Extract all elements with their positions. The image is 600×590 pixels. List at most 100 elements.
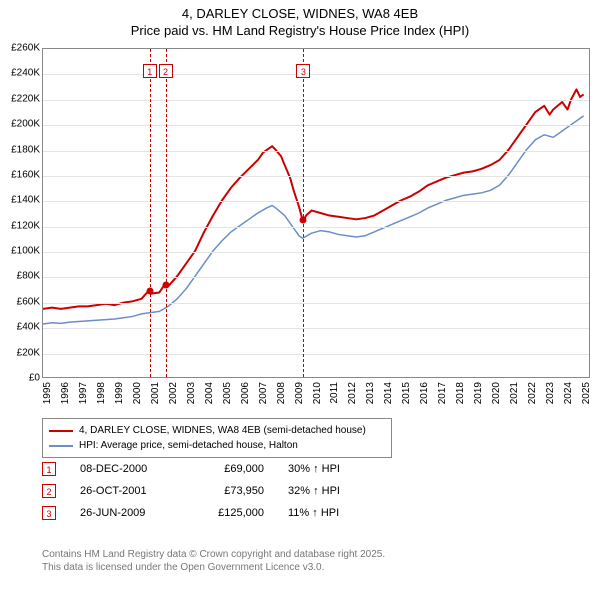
x-tick-label: 2002 <box>168 382 179 404</box>
x-tick-label: 2007 <box>258 382 269 404</box>
sales-table: 1 08-DEC-2000 £69,000 30% ↑ HPI 2 26-OCT… <box>42 462 378 528</box>
gridline-h <box>43 100 589 101</box>
gridline-h <box>43 176 589 177</box>
x-tick-label: 2006 <box>240 382 251 404</box>
series-line-hpi <box>43 116 584 324</box>
chart-container: 4, DARLEY CLOSE, WIDNES, WA8 4EB Price p… <box>0 0 600 590</box>
sale-marker-box: 1 <box>143 64 157 78</box>
gridline-h <box>43 303 589 304</box>
sales-row-3: 3 26-JUN-2009 £125,000 11% ↑ HPI <box>42 506 378 520</box>
legend-label-series2: HPI: Average price, semi-detached house,… <box>79 438 298 453</box>
x-tick-label: 2012 <box>347 382 358 404</box>
sales-pct-2: 32% ↑ HPI <box>288 485 378 497</box>
arrow-up-icon: ↑ <box>313 463 319 475</box>
sales-marker-3: 3 <box>42 506 56 520</box>
gridline-h <box>43 277 589 278</box>
sale-vline <box>166 49 167 377</box>
y-tick-label: £180K <box>11 144 40 155</box>
x-tick-label: 2008 <box>276 382 287 404</box>
sale-vline <box>150 49 151 377</box>
x-tick-label: 2013 <box>365 382 376 404</box>
x-tick-label: 2003 <box>186 382 197 404</box>
x-tick-label: 1999 <box>114 382 125 404</box>
y-tick-label: £160K <box>11 169 40 180</box>
x-tick-label: 1996 <box>60 382 71 404</box>
sales-marker-1: 1 <box>42 462 56 476</box>
y-tick-label: £0 <box>29 373 40 384</box>
sales-date-3: 26-JUN-2009 <box>80 507 170 519</box>
y-tick-label: £240K <box>11 68 40 79</box>
x-tick-label: 2005 <box>222 382 233 404</box>
x-tick-label: 2001 <box>150 382 161 404</box>
x-tick-label: 2024 <box>563 382 574 404</box>
gridline-h <box>43 252 589 253</box>
y-tick-label: £80K <box>17 271 40 282</box>
sales-price-1: £69,000 <box>194 463 264 475</box>
legend-swatch-series1 <box>49 430 73 432</box>
y-tick-label: £60K <box>17 296 40 307</box>
y-tick-label: £120K <box>11 220 40 231</box>
arrow-up-icon: ↑ <box>313 485 319 497</box>
x-tick-label: 2025 <box>581 382 592 404</box>
x-tick-label: 2015 <box>401 382 412 404</box>
gridline-h <box>43 201 589 202</box>
x-tick-label: 1998 <box>96 382 107 404</box>
x-tick-label: 2022 <box>527 382 538 404</box>
footer-line1: Contains HM Land Registry data © Crown c… <box>42 548 385 561</box>
x-tick-label: 2014 <box>383 382 394 404</box>
x-tick-label: 2000 <box>132 382 143 404</box>
x-tick-label: 2023 <box>545 382 556 404</box>
legend-row-series1: 4, DARLEY CLOSE, WIDNES, WA8 4EB (semi-d… <box>49 423 385 438</box>
arrow-up-icon: ↑ <box>312 507 318 519</box>
x-tick-label: 2010 <box>312 382 323 404</box>
x-tick-label: 2011 <box>329 382 340 404</box>
sale-dot <box>300 217 307 224</box>
gridline-h <box>43 125 589 126</box>
y-tick-label: £40K <box>17 322 40 333</box>
series-line-price_paid <box>43 89 584 309</box>
gridline-h <box>43 227 589 228</box>
legend-row-series2: HPI: Average price, semi-detached house,… <box>49 438 385 453</box>
sales-price-2: £73,950 <box>194 485 264 497</box>
sales-row-2: 2 26-OCT-2001 £73,950 32% ↑ HPI <box>42 484 378 498</box>
y-tick-label: £200K <box>11 119 40 130</box>
x-tick-label: 2020 <box>491 382 502 404</box>
y-tick-label: £100K <box>11 246 40 257</box>
x-tick-label: 2019 <box>473 382 484 404</box>
y-tick-label: £220K <box>11 93 40 104</box>
sales-pct-3: 11% ↑ HPI <box>288 507 378 519</box>
sales-date-2: 26-OCT-2001 <box>80 485 170 497</box>
legend-box: 4, DARLEY CLOSE, WIDNES, WA8 4EB (semi-d… <box>42 418 392 458</box>
sales-row-1: 1 08-DEC-2000 £69,000 30% ↑ HPI <box>42 462 378 476</box>
footer-note: Contains HM Land Registry data © Crown c… <box>42 548 385 574</box>
sale-marker-box: 3 <box>296 64 310 78</box>
sales-pct-1: 30% ↑ HPI <box>288 463 378 475</box>
sales-marker-2: 2 <box>42 484 56 498</box>
sales-date-1: 08-DEC-2000 <box>80 463 170 475</box>
sale-marker-box: 2 <box>159 64 173 78</box>
chart-title-line2: Price paid vs. HM Land Registry's House … <box>0 23 600 40</box>
x-tick-label: 2017 <box>437 382 448 404</box>
x-tick-label: 2009 <box>294 382 305 404</box>
y-tick-label: £260K <box>11 43 40 54</box>
gridline-h <box>43 354 589 355</box>
sale-vline <box>303 49 304 377</box>
gridline-h <box>43 328 589 329</box>
legend-swatch-series2 <box>49 445 73 447</box>
sales-price-3: £125,000 <box>194 507 264 519</box>
chart-title-block: 4, DARLEY CLOSE, WIDNES, WA8 4EB Price p… <box>0 6 600 40</box>
x-tick-label: 1997 <box>78 382 89 404</box>
y-tick-label: £20K <box>17 347 40 358</box>
footer-line2: This data is licensed under the Open Gov… <box>42 561 385 574</box>
legend-label-series1: 4, DARLEY CLOSE, WIDNES, WA8 4EB (semi-d… <box>79 423 366 438</box>
x-tick-label: 2016 <box>419 382 430 404</box>
gridline-h <box>43 151 589 152</box>
x-tick-label: 2018 <box>455 382 466 404</box>
sale-dot <box>146 288 153 295</box>
x-tick-label: 2021 <box>509 382 520 404</box>
plot-area: 12 3 <box>42 48 590 378</box>
x-tick-label: 2004 <box>204 382 215 404</box>
y-tick-label: £140K <box>11 195 40 206</box>
gridline-h <box>43 74 589 75</box>
chart-title-line1: 4, DARLEY CLOSE, WIDNES, WA8 4EB <box>0 6 600 23</box>
